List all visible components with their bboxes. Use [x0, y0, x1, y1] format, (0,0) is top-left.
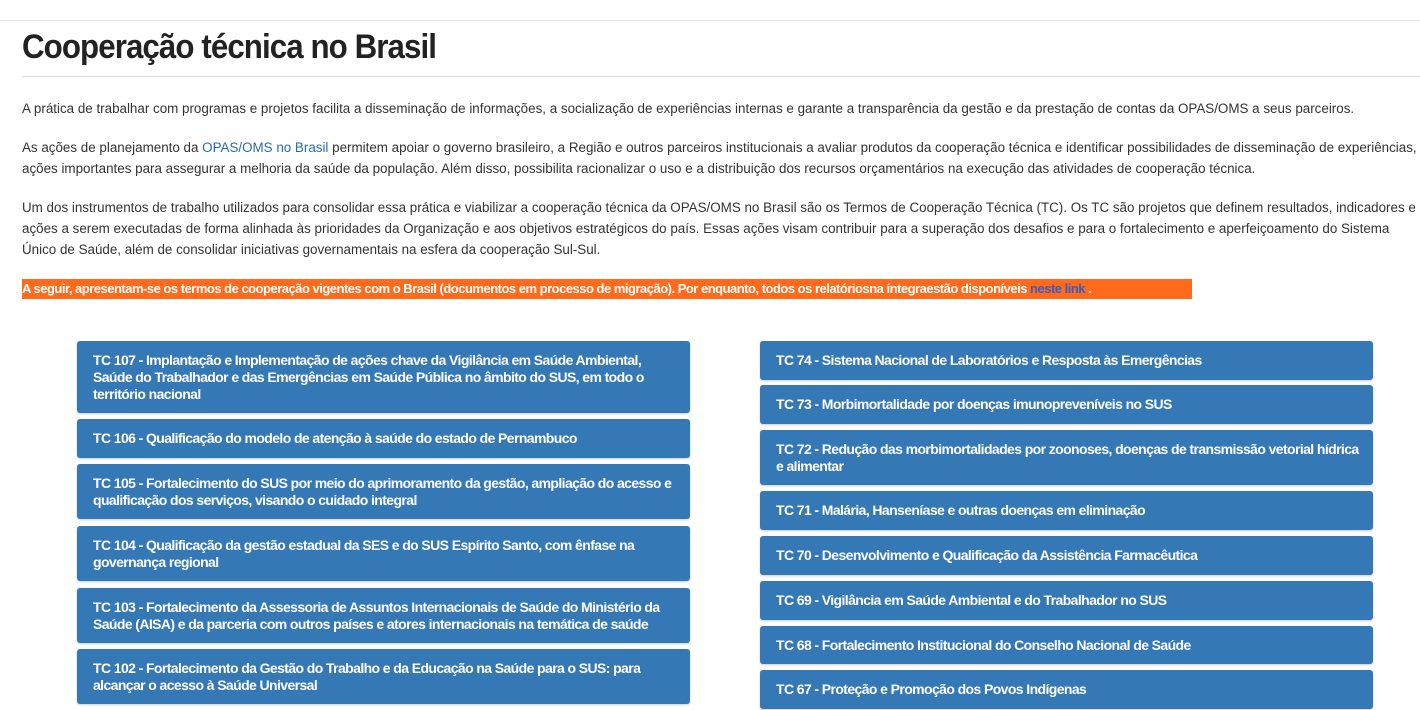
tc-104-button[interactable]: TC 104 - Qualificação da gestão estadual…: [77, 526, 690, 581]
tc-105-button[interactable]: TC 105 - Fortalecimento do SUS por meio …: [77, 464, 690, 519]
intro-paragraph-3: Um dos instrumentos de trabalho utilizad…: [22, 200, 1416, 257]
opas-oms-brasil-link[interactable]: OPAS/OMS no Brasil: [202, 140, 329, 155]
tc-107-button[interactable]: TC 107 - Implantação e Implementação de …: [77, 341, 690, 413]
title-divider: [22, 76, 1420, 77]
tc-106-button[interactable]: TC 106 - Qualificação do modelo de atenç…: [77, 419, 690, 458]
text: permitem apoiar o governo brasileiro, a …: [22, 140, 1417, 176]
text: As ações de planejamento da: [22, 140, 203, 155]
notice-text: A seguir, apresentam-se os termos de coo…: [22, 281, 1031, 296]
tc-74-button[interactable]: TC 74 - Sistema Nacional de Laboratórios…: [760, 341, 1373, 380]
tc-69-button[interactable]: TC 69 - Vigilância em Saúde Ambiental e …: [760, 581, 1373, 620]
intro-paragraph-2: As ações de planejamento da OPAS/OMS no …: [22, 137, 1417, 179]
tc-72-button[interactable]: TC 72 - Redução das morbimortalidades po…: [760, 430, 1373, 485]
tc-73-button[interactable]: TC 73 - Morbimortalidade por doenças imu…: [760, 385, 1373, 424]
tc-102-button[interactable]: TC 102 - Fortalecimento da Gestão do Tra…: [77, 649, 690, 704]
tc-103-button[interactable]: TC 103 - Fortalecimento da Assessoria de…: [77, 588, 690, 643]
neste-link[interactable]: neste link: [1030, 281, 1086, 296]
tc-67-button[interactable]: TC 67 - Proteção e Promoção dos Povos In…: [760, 670, 1373, 709]
intro-paragraph-1: A prática de trabalhar com programas e p…: [22, 101, 1355, 116]
page-title: Cooperação técnica no Brasil: [22, 28, 437, 66]
tc-71-button[interactable]: TC 71 - Malária, Hanseníase e outras doe…: [760, 491, 1373, 530]
notice-end: .: [1088, 281, 1092, 296]
tc-68-button[interactable]: TC 68 - Fortalecimento Institucional do …: [760, 626, 1373, 664]
tc-70-button[interactable]: TC 70 - Desenvolvimento e Qualificação d…: [760, 536, 1373, 575]
migration-notice: A seguir, apresentam-se os termos de coo…: [22, 279, 1192, 299]
top-divider: [0, 20, 1420, 21]
